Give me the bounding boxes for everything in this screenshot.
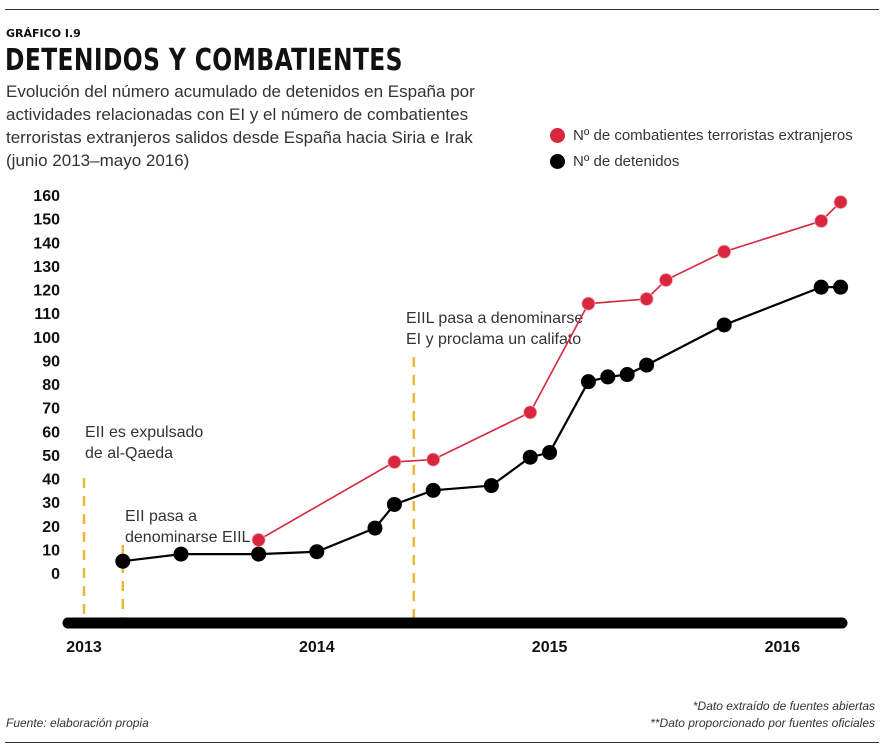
y-tick-label: 30 <box>42 495 60 512</box>
y-tick-label: 40 <box>42 472 60 489</box>
data-point-combatientes <box>639 292 654 306</box>
data-point-detenidos <box>522 449 538 465</box>
data-point-detenidos <box>580 374 596 390</box>
x-tick-label: 2013 <box>66 639 102 656</box>
subtitle-line: terroristas extranjeros salidos desde Es… <box>6 128 473 147</box>
footnote-open-sources: *Dato extraído de fuentes abiertas <box>692 699 875 713</box>
y-tick-label: 140 <box>33 235 60 252</box>
data-point-combatientes <box>387 455 402 469</box>
series-line-detenidos <box>122 286 841 563</box>
data-point-combatientes <box>814 214 829 228</box>
x-tick-label: 2015 <box>532 639 568 656</box>
event-annotation: EI y proclama un califato <box>406 331 581 348</box>
legend-swatch-red <box>550 127 565 143</box>
x-tick-label: 2014 <box>299 639 335 656</box>
chart-title: DETENIDOS Y COMBATIENTES <box>5 43 403 78</box>
legend-label: Nº de detenidos <box>573 152 680 170</box>
y-tick-label: 10 <box>42 542 60 559</box>
bottom-rule <box>5 742 879 743</box>
data-point-combatientes <box>523 405 538 420</box>
y-tick-label: 110 <box>34 306 60 323</box>
chart-subtitle: Evolución del número acumulado de deteni… <box>6 80 506 172</box>
data-point-detenidos <box>813 279 829 295</box>
y-tick-label: 80 <box>42 377 60 394</box>
y-tick-label: 70 <box>42 401 60 418</box>
data-point-detenidos <box>367 520 383 536</box>
data-point-detenidos <box>309 544 325 560</box>
legend-label: Nº de combatientes terroristas extranjer… <box>573 126 853 144</box>
event-annotation: de al-Qaeda <box>85 445 173 462</box>
data-point-combatientes <box>426 452 441 467</box>
chart-kicker: GRÁFICO I.9 <box>6 27 81 40</box>
y-tick-label: 0 <box>51 566 60 583</box>
data-point-combatientes <box>833 195 848 209</box>
event-annotation: EII es expulsado <box>85 424 203 441</box>
data-point-detenidos <box>542 445 558 461</box>
y-tick-label: 150 <box>33 212 60 229</box>
data-point-detenidos <box>639 357 655 373</box>
y-tick-label: 90 <box>42 353 60 370</box>
legend-item-detenidos: Nº de detenidos <box>550 148 853 174</box>
data-point-combatientes <box>581 296 596 311</box>
y-tick-label: 160 <box>33 188 60 205</box>
y-tick-label: 20 <box>42 519 60 536</box>
data-point-detenidos <box>483 478 499 494</box>
footnote-official-sources: **Dato proporcionado por fuentes oficial… <box>650 716 875 730</box>
data-point-combatientes <box>659 273 673 287</box>
subtitle-line: (junio 2013–mayo 2016) <box>6 151 190 170</box>
event-annotation: denominarse EIIL <box>125 529 251 546</box>
y-tick-label: 100 <box>33 330 60 347</box>
data-point-detenidos <box>425 482 441 498</box>
event-annotation: EIIL pasa a denominarse <box>406 310 583 327</box>
y-tick-label: 60 <box>42 424 60 441</box>
subtitle-line: Evolución del número acumulado de deteni… <box>6 82 475 101</box>
data-point-detenidos <box>251 546 267 562</box>
top-rule <box>5 9 879 10</box>
y-tick-label: 50 <box>42 448 60 465</box>
subtitle-line: actividades relacionadas con EI y el núm… <box>6 105 469 124</box>
y-tick-label: 120 <box>33 283 60 300</box>
data-point-detenidos <box>386 496 402 512</box>
y-tick-label: 130 <box>33 259 60 276</box>
source-note: Fuente: elaboración propia <box>6 716 149 730</box>
data-point-detenidos <box>173 546 189 562</box>
x-tick-label: 2016 <box>765 639 801 656</box>
event-annotation: EII pasa a <box>125 508 197 525</box>
data-point-detenidos <box>619 367 635 383</box>
legend-swatch-black <box>550 153 565 169</box>
data-point-detenidos <box>716 317 732 333</box>
legend-item-combatientes: Nº de combatientes terroristas extranjer… <box>550 122 853 148</box>
data-point-detenidos <box>115 553 131 569</box>
data-point-detenidos <box>833 279 849 295</box>
series-line-combatientes <box>258 201 842 541</box>
data-point-combatientes <box>251 533 266 547</box>
footnotes: *Dato extraído de fuentes abiertas **Dat… <box>650 698 875 732</box>
data-point-detenidos <box>600 369 616 385</box>
data-point-combatientes <box>717 244 732 259</box>
legend: Nº de combatientes terroristas extranjer… <box>550 122 853 174</box>
